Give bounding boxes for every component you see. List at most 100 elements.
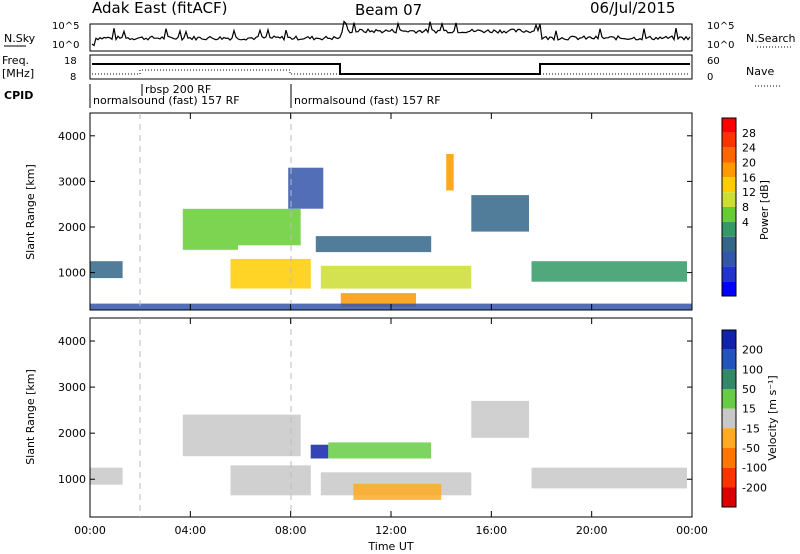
vel-region-7 bbox=[353, 483, 442, 500]
power-cbar-label: Power [dB] bbox=[758, 180, 771, 240]
velocity-cbar-swatch bbox=[722, 330, 736, 350]
beam-title: Beam 07 bbox=[355, 1, 422, 19]
power-region-6 bbox=[315, 236, 432, 253]
power-cbar-swatch bbox=[722, 147, 736, 163]
power-cbar-swatch bbox=[722, 207, 736, 222]
x-tick-label: 08:00 bbox=[275, 524, 307, 537]
x-tick-label: 00:00 bbox=[676, 524, 708, 537]
freq-label: Freq. bbox=[2, 54, 29, 67]
x-tick-label: 16:00 bbox=[475, 524, 507, 537]
power-region-10 bbox=[531, 261, 687, 282]
power-cbar-swatch bbox=[722, 192, 736, 207]
vel-region-2 bbox=[182, 414, 301, 457]
power-cbar-swatch bbox=[722, 221, 736, 237]
power-cbar-frame bbox=[721, 117, 737, 297]
power-heatmap bbox=[90, 154, 692, 310]
velocity-cbar-frame bbox=[721, 329, 737, 508]
power-region-7 bbox=[320, 265, 472, 289]
vel-ytick-label: 2000 bbox=[58, 427, 86, 440]
nave-label: Nave bbox=[746, 65, 774, 78]
velocity-cbar-tick: -50 bbox=[742, 442, 760, 455]
time-axis: 00:00 04:00 08:00 12:00 16:00 20:00 00:00 bbox=[74, 113, 708, 537]
power-cbar-tick: 4 bbox=[742, 216, 749, 229]
nsearch-tick-bottom: 10^0 bbox=[707, 40, 734, 51]
velocity-cbar-swatch bbox=[722, 448, 736, 468]
velocity-cbar-swatch bbox=[722, 389, 736, 409]
freq-tick-bottom: 8 bbox=[70, 72, 76, 83]
power-cbar-tick: 24 bbox=[742, 142, 756, 155]
velocity-cbar-swatch bbox=[722, 467, 736, 488]
velocity-cbar-swatch bbox=[722, 487, 736, 507]
nsky-tick-bottom: 10^0 bbox=[52, 40, 79, 51]
vel-ytick-label: 3000 bbox=[58, 381, 86, 394]
power-region-1 bbox=[90, 261, 123, 279]
power-ytick-label: 2000 bbox=[58, 221, 86, 234]
vel-region-5 bbox=[328, 442, 432, 459]
velocity-cbar-swatch bbox=[722, 408, 736, 429]
freq-trace bbox=[92, 63, 690, 75]
cpid-segment-1: normalsound (fast) 157 RF bbox=[93, 94, 240, 107]
velocity-cbar-swatch bbox=[722, 349, 736, 370]
x-axis-label: Time UT bbox=[367, 540, 413, 553]
date-title: 06/Jul/2015 bbox=[590, 0, 675, 17]
x-tick-label: 12:00 bbox=[375, 524, 407, 537]
power-region-9 bbox=[471, 195, 529, 232]
cpid-segment-2: rbsp 200 RF bbox=[145, 83, 211, 96]
velocity-heatmap bbox=[90, 400, 687, 500]
power-region-2 bbox=[182, 208, 238, 250]
power-region-11 bbox=[446, 154, 454, 191]
nsky-trace bbox=[91, 20, 691, 47]
nave-tick-bottom: 0 bbox=[707, 72, 713, 83]
power-cbar-swatch bbox=[722, 162, 736, 178]
power-cbar-swatch bbox=[722, 281, 736, 296]
vel-region-1 bbox=[90, 467, 123, 485]
power-cbar-tick: 12 bbox=[742, 186, 756, 199]
power-ytick-label: 1000 bbox=[58, 267, 86, 280]
power-cbar-tick: 20 bbox=[742, 157, 756, 170]
nsearch-label: N.Search bbox=[746, 32, 796, 45]
station-title: Adak East (fitACF) bbox=[92, 0, 227, 17]
power-ytick-label: 3000 bbox=[58, 175, 86, 188]
x-tick-label: 00:00 bbox=[74, 524, 106, 537]
nsky-panel-frame bbox=[89, 23, 693, 52]
cpid-segment-3: normalsound (fast) 157 RF bbox=[294, 94, 441, 107]
nave-trace bbox=[92, 69, 690, 75]
nsky-label: N.Sky bbox=[4, 32, 36, 45]
freq-panel-frame bbox=[89, 54, 693, 80]
velocity-cbar-tick: 50 bbox=[742, 383, 756, 396]
vel-region-8 bbox=[471, 400, 529, 438]
vel-ytick-label: 4000 bbox=[58, 335, 86, 348]
velocity-cbar-swatch bbox=[722, 428, 736, 448]
power-cbar-tick: 28 bbox=[742, 127, 756, 140]
power-cbar-swatch bbox=[722, 177, 736, 193]
power-cbar-tick: 16 bbox=[742, 171, 756, 184]
power-cbar-swatch bbox=[722, 251, 736, 267]
power-cbar-swatch bbox=[722, 132, 736, 148]
nsky-tick-top: 10^5 bbox=[52, 21, 79, 32]
x-tick-label: 04:00 bbox=[174, 524, 206, 537]
nave-tick-top: 60 bbox=[707, 56, 720, 67]
vel-region-9 bbox=[531, 467, 687, 489]
velocity-cbar-label: Velocity [m s⁻¹] bbox=[766, 375, 779, 460]
power-cbar-swatch bbox=[722, 266, 736, 282]
freq-tick-top: 18 bbox=[64, 56, 77, 67]
power-ytick-label: 4000 bbox=[58, 130, 86, 143]
freq-unit-label: [MHz] bbox=[2, 67, 34, 80]
power-cbar-swatch bbox=[722, 236, 736, 252]
power-region-8 bbox=[340, 293, 416, 307]
velocity-cbar-tick: -15 bbox=[742, 422, 760, 435]
velocity-yaxis: 4000 3000 2000 1000 bbox=[58, 335, 692, 486]
power-cbar-tick: 8 bbox=[742, 201, 749, 214]
power-ylabel: Slant Range [km] bbox=[24, 164, 37, 260]
power-region-5 bbox=[288, 167, 324, 209]
power-region-3 bbox=[238, 208, 301, 246]
velocity-cbar-tick: -100 bbox=[742, 462, 767, 475]
power-cbar-swatch bbox=[722, 118, 736, 133]
vel-region-4 bbox=[310, 444, 329, 459]
cpid-label: CPID bbox=[4, 89, 33, 102]
vel-region-3 bbox=[230, 465, 311, 496]
velocity-cbar-tick: 200 bbox=[742, 344, 763, 357]
power-region-4 bbox=[230, 258, 311, 289]
